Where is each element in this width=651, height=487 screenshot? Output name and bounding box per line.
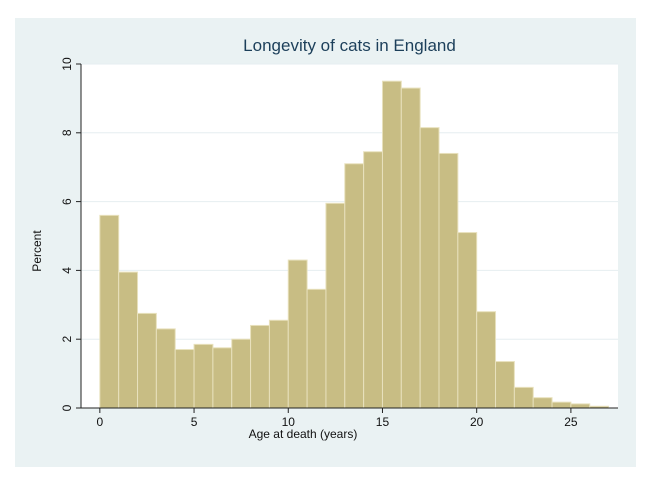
chart-title: Longevity of cats in England [243,36,456,55]
histogram-bar [268,319,289,409]
histogram-bar [438,152,459,409]
histogram-bar [363,151,383,409]
histogram-bar [99,214,120,409]
y-tick-label: 4 [60,267,74,274]
histogram-bar [495,361,515,409]
histogram-bar [513,386,534,409]
histogram-bar [476,311,497,409]
chart-panel: 0 5 10 15 20 25 0 2 4 6 8 10 Longevity of cats in … [15,18,636,467]
x-tick-label: 10 [282,415,296,429]
histogram-bar [325,202,346,409]
x-tick-label: 5 [191,415,198,429]
histogram-bar [118,271,139,409]
x-axis-title: Age at death (years) [249,427,358,441]
histogram-bar [532,397,553,409]
histogram-bar [287,259,308,409]
histogram-chart: 0 5 10 15 20 25 0 2 4 6 8 10 Longevity of cats in … [30,36,618,441]
x-tick-label: 25 [564,415,578,429]
histogram-bar [306,288,327,409]
x-tick-label: 15 [376,415,390,429]
histogram-bar [381,80,402,409]
histogram-bar [137,312,157,409]
histogram-bar [174,349,195,409]
histogram-bar [155,328,176,409]
histogram-bar [419,127,440,409]
histogram-bar [193,343,214,409]
histogram-bar [212,347,233,409]
x-tick-label: 20 [470,415,484,429]
y-tick-label: 0 [60,404,74,411]
y-tick-label: 6 [60,198,74,205]
y-axis-ticks: 0 2 4 6 8 10 [60,57,81,411]
histogram-bar [231,338,252,409]
x-tick-label: 0 [96,415,103,429]
histogram-bar [457,232,478,409]
y-tick-label: 8 [60,129,74,136]
histogram-bar [551,401,572,409]
x-axis-ticks: 0 5 10 15 20 25 [96,408,578,429]
y-tick-label: 2 [60,336,74,343]
y-axis-title: Percent [30,230,44,272]
histogram-bar [570,403,591,409]
histogram-bar [250,324,270,409]
histogram-bar [344,163,365,409]
histogram-bar [400,87,421,409]
y-tick-label: 10 [60,57,74,71]
